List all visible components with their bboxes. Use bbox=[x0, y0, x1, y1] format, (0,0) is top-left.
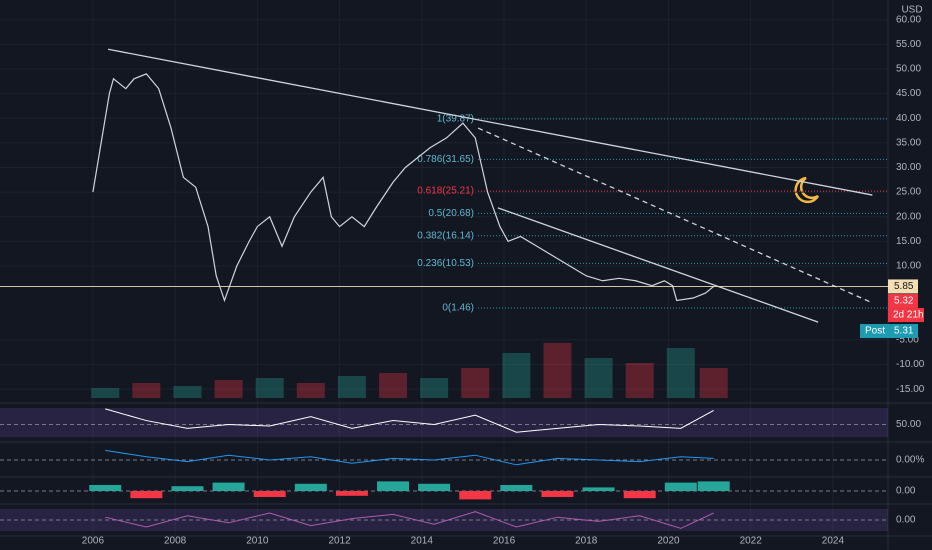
pane-line bbox=[105, 449, 714, 466]
moon-icon bbox=[794, 176, 820, 204]
pane-bar bbox=[377, 481, 410, 491]
pane-bar bbox=[697, 481, 730, 491]
pane-bar bbox=[418, 483, 451, 491]
moon bbox=[794, 176, 820, 204]
volume-bar bbox=[625, 363, 654, 398]
volume-bar bbox=[132, 383, 161, 398]
pane-bar bbox=[582, 487, 615, 491]
volume-bar bbox=[255, 378, 284, 398]
pane-bar bbox=[171, 486, 204, 491]
fib-label: 0.236(10.53) bbox=[417, 258, 474, 269]
y-tick-label: 45.00 bbox=[896, 88, 921, 99]
pane-level-label: 50.00 bbox=[896, 419, 921, 430]
countdown: 2d 21h bbox=[893, 310, 924, 321]
pane-level-label: 0.00 bbox=[896, 486, 916, 497]
x-tick-label: 2006 bbox=[82, 536, 105, 547]
pane-bar bbox=[623, 491, 656, 499]
post-tag bbox=[860, 324, 918, 339]
pane-line bbox=[105, 511, 714, 529]
x-tick-label: 2008 bbox=[164, 536, 187, 547]
y-tick-label: 40.00 bbox=[896, 113, 921, 124]
pane-bar bbox=[294, 483, 327, 491]
volume-bar bbox=[543, 343, 572, 398]
price-tag-label: 5.32 bbox=[894, 296, 914, 307]
trend-line bbox=[108, 48, 873, 196]
pane-bar bbox=[335, 491, 368, 496]
volume-bar bbox=[584, 358, 613, 398]
volume-bar bbox=[420, 378, 449, 398]
x-tick-label: 2022 bbox=[740, 536, 763, 547]
x-tick-label: 2016 bbox=[493, 536, 516, 547]
pane-bar bbox=[253, 491, 286, 497]
volume-bar bbox=[296, 383, 325, 398]
fib-label: 0.5(20.68) bbox=[428, 208, 474, 219]
currency: USD bbox=[901, 5, 922, 16]
y-tick-label: -5.00 bbox=[896, 335, 919, 346]
pane-line bbox=[105, 408, 714, 433]
y-tick-label: 50.00 bbox=[896, 64, 921, 75]
y-tick-label: 10.00 bbox=[896, 261, 921, 272]
y-tick-label: -10.00 bbox=[896, 359, 925, 370]
volume-bar bbox=[379, 373, 408, 398]
volume-bar bbox=[502, 353, 531, 398]
post-tag-label: 5.31 bbox=[894, 326, 914, 337]
volume-bar bbox=[699, 368, 728, 398]
pane-bar bbox=[459, 491, 492, 500]
y-tick-label: -15.00 bbox=[896, 384, 925, 395]
y-tick-label: 35.00 bbox=[896, 137, 921, 148]
pane-bar bbox=[664, 482, 697, 491]
y-tick-label: 20.00 bbox=[896, 211, 921, 222]
fib-label: 0.786(31.65) bbox=[417, 154, 474, 165]
countdown-tag bbox=[888, 308, 924, 323]
price-tag bbox=[888, 294, 918, 309]
price-line bbox=[92, 73, 715, 303]
volume-bar bbox=[461, 368, 490, 398]
trend-line bbox=[497, 207, 819, 323]
pane-level-label: 0.00 bbox=[896, 515, 916, 526]
x-tick-label: 2018 bbox=[575, 536, 598, 547]
volume-bar bbox=[173, 386, 202, 398]
pane-bar bbox=[500, 485, 533, 491]
pane-bar bbox=[541, 491, 574, 497]
y-tick-label: 55.00 bbox=[896, 39, 921, 50]
x-tick-label: 2012 bbox=[328, 536, 351, 547]
y-tick-label: 15.00 bbox=[896, 236, 921, 247]
fib-label: 0.382(16.14) bbox=[417, 230, 474, 241]
volume-bar bbox=[666, 348, 695, 398]
pane-level-label: 0.00% bbox=[896, 455, 924, 466]
y-tick-label: 60.00 bbox=[896, 14, 921, 25]
x-tick-label: 2024 bbox=[822, 536, 845, 547]
pane-bar bbox=[212, 482, 245, 491]
y-tick-label: 25.00 bbox=[896, 187, 921, 198]
fib-label: 0.618(25.21) bbox=[417, 186, 474, 197]
pane-bar bbox=[89, 485, 122, 491]
fib-label: 0(1.46) bbox=[442, 303, 474, 314]
price-tag-label: 5.85 bbox=[894, 281, 914, 292]
fib-label: 1(39.87) bbox=[437, 113, 474, 124]
pane-bar bbox=[130, 491, 163, 499]
x-tick-label: 2014 bbox=[411, 536, 434, 547]
x-tick-label: 2010 bbox=[246, 536, 269, 547]
post-tag-name: Post bbox=[865, 326, 885, 337]
volume-bar bbox=[214, 380, 243, 398]
volume-bar bbox=[91, 388, 120, 398]
price-tag bbox=[888, 279, 918, 294]
y-tick-label: 30.00 bbox=[896, 162, 921, 173]
volume-bar bbox=[337, 376, 366, 398]
x-tick-label: 2020 bbox=[657, 536, 680, 547]
